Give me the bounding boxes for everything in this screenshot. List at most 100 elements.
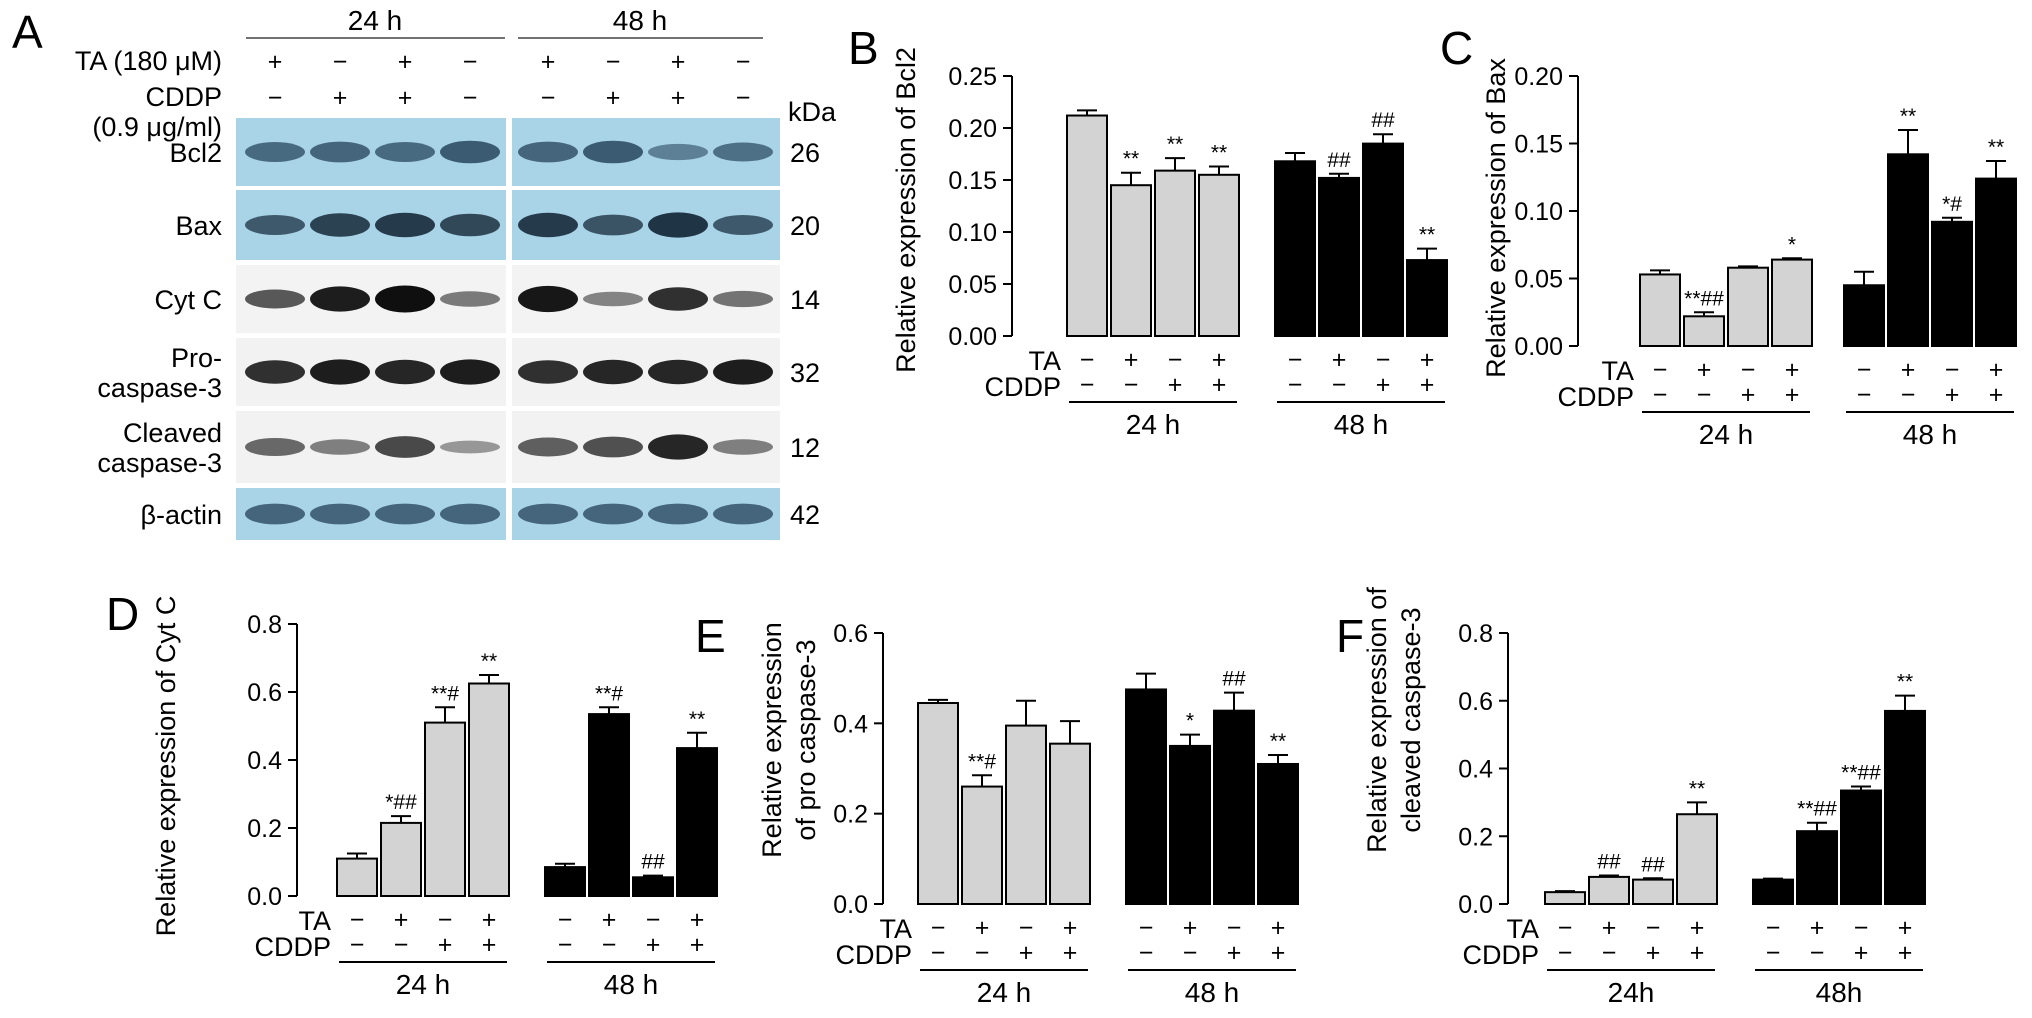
ta-sign: +: [1785, 356, 1800, 384]
significance-label: *: [1186, 710, 1194, 733]
ta-sign: +: [1810, 914, 1825, 942]
y-tick-label: 0.15: [1514, 131, 1563, 159]
significance-label: **: [1419, 224, 1435, 247]
blot-band: [245, 503, 305, 525]
blot-row-label: Bcl2: [169, 138, 222, 168]
panel-letter-e: E: [695, 610, 726, 662]
y-axis-label: Relative expression of Cyt C: [151, 596, 181, 937]
ta-row-label: TA: [1029, 346, 1062, 376]
blot-band: [440, 213, 500, 237]
blot-band: [440, 440, 500, 454]
blot-band: [310, 213, 370, 237]
blot-row-label: Bax: [175, 211, 222, 241]
cddp-sign: −: [558, 931, 573, 959]
significance-label: *: [1788, 233, 1796, 256]
blot-cddp-sign: +: [333, 84, 348, 112]
blot-row: β-actin 42: [140, 488, 820, 540]
bar: [1683, 315, 1725, 347]
group-label: 24 h: [1699, 419, 1754, 450]
y-axis-label: Relative expression of Bax: [1481, 58, 1511, 378]
bar: [1843, 284, 1885, 347]
panel-letter-d: D: [106, 588, 139, 640]
group-label: 48 h: [1334, 409, 1389, 440]
bar: [1274, 160, 1316, 337]
cddp-sign: −: [931, 939, 946, 967]
significance-label: ##: [1222, 668, 1246, 691]
ta-sign: +: [394, 906, 409, 934]
blot-band: [518, 212, 578, 238]
blot-cddp-sign: +: [671, 84, 686, 112]
cddp-sign: +: [1212, 371, 1227, 399]
y-tick-label: 0.0: [833, 891, 868, 919]
y-tick-label: 0.4: [1458, 756, 1493, 784]
y-axis-label-line: Relative expression of Cyt C: [151, 596, 181, 937]
blot-band: [713, 290, 773, 308]
blot-band: [375, 359, 435, 385]
blot-cddp-sign: −: [268, 84, 283, 112]
y-axis-label-line: Relative expression of Bcl2: [891, 47, 921, 373]
blot-ta-sign: +: [268, 48, 283, 76]
group-label: 48h: [1816, 977, 1863, 1008]
y-tick-label: 0.4: [833, 710, 868, 738]
blot-cddp-sign: −: [463, 84, 478, 112]
significance-label: ##: [641, 851, 665, 874]
blot-band: [310, 439, 370, 455]
ta-sign: −: [1168, 346, 1183, 374]
cddp-sign: −: [350, 931, 365, 959]
y-tick-label: 0.0: [247, 883, 282, 911]
y-tick-label: 0.10: [1514, 198, 1563, 226]
cddp-sign: +: [1854, 939, 1869, 967]
cddp-sign: +: [1945, 381, 1960, 409]
cddp-sign: +: [1741, 381, 1756, 409]
ta-sign: −: [1558, 914, 1573, 942]
y-tick-label: 0.00: [948, 323, 997, 351]
bar: [1931, 220, 1973, 347]
cddp-sign: −: [1810, 939, 1825, 967]
blot-kda-value: 14: [790, 285, 820, 315]
blot-row: Bcl2 26: [169, 118, 820, 186]
cddp-sign: +: [1785, 381, 1800, 409]
ta-sign: +: [1602, 914, 1617, 942]
ta-sign: −: [1945, 356, 1960, 384]
bar: [1154, 169, 1196, 337]
ta-sign: −: [1653, 356, 1668, 384]
panel-letter-c: C: [1440, 22, 1473, 74]
ta-row-label: TA: [1507, 914, 1540, 944]
cddp-sign: +: [646, 931, 661, 959]
cddp-row-label: CDDP: [1557, 382, 1634, 412]
blot-time-label-24h: 24 h: [348, 5, 403, 36]
blot-kda-value: 20: [790, 211, 820, 241]
cddp-sign: +: [1168, 371, 1183, 399]
panel-letter-a: A: [12, 6, 43, 58]
bar: [588, 713, 630, 897]
bar: [1588, 875, 1630, 906]
ta-sign: −: [1376, 346, 1391, 374]
ta-sign: +: [1901, 356, 1916, 384]
cddp-sign: −: [1124, 371, 1139, 399]
cddp-sign: +: [1271, 939, 1286, 967]
blot-band: [583, 436, 643, 458]
cddp-sign: −: [1653, 381, 1668, 409]
bar: [1066, 114, 1108, 337]
blot-band: [440, 291, 500, 307]
bar: [1125, 688, 1167, 905]
bar: [1169, 744, 1211, 906]
significance-label: **: [1123, 148, 1139, 171]
blot-band: [713, 359, 773, 385]
y-tick-label: 0.2: [247, 815, 282, 843]
cddp-sign: +: [482, 931, 497, 959]
cddp-sign: −: [1139, 939, 1154, 967]
bar: [380, 821, 422, 898]
blot-band: [518, 141, 578, 163]
blot-time-label-48h: 48 h: [613, 5, 668, 36]
group-label: 48 h: [1185, 977, 1240, 1008]
bar-chart-b: 0.00 0.05 0.10 0.15 0.20 0.25 Relative express…: [891, 47, 1448, 440]
significance-label: **: [1270, 730, 1286, 753]
y-axis-label: Relative expression of pro caspase-3: [757, 622, 821, 858]
ta-sign: −: [1227, 914, 1242, 942]
group-label: 24 h: [977, 977, 1032, 1008]
bar-chart-e: 0.0 0.2 0.4 0.6 Relative expression of pro ca…: [757, 620, 1299, 1008]
y-tick-label: 0.10: [948, 219, 997, 247]
